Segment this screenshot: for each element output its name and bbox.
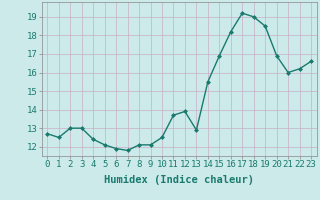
- X-axis label: Humidex (Indice chaleur): Humidex (Indice chaleur): [104, 175, 254, 185]
